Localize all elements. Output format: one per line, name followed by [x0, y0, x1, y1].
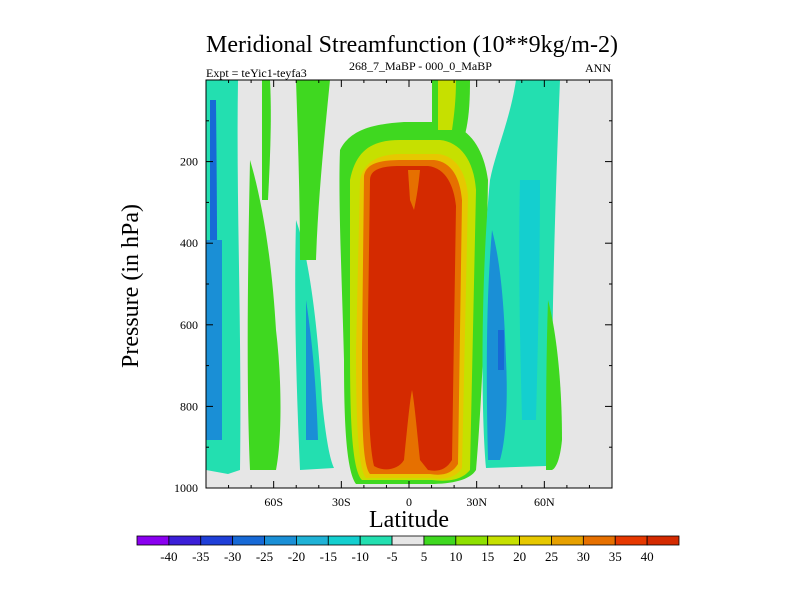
y-tick-label: 200: [180, 155, 198, 169]
colorbar-label: 40: [641, 549, 654, 564]
colorbar-label: -30: [224, 549, 241, 564]
eq-yellow-top: [438, 80, 456, 130]
y-tick-label: 800: [180, 399, 198, 413]
y-tick-label: 600: [180, 318, 198, 332]
colorbar-label: 5: [421, 549, 428, 564]
season-label: ANN: [585, 61, 611, 75]
chart-title: Meridional Streamfunction (10**9kg/m-2): [206, 32, 618, 58]
colorbar-label: 25: [545, 549, 558, 564]
colorbar-swatch: [487, 535, 520, 546]
colorbar-swatch: [232, 535, 265, 546]
colorbar-label: 10: [449, 549, 462, 564]
y-tick-label: 1000: [174, 481, 198, 495]
eq-red-core: [368, 166, 456, 471]
colorbar-label: 30: [577, 549, 590, 564]
colorbar-label: -40: [160, 549, 177, 564]
y-axis-label: Pressure (in hPa): [118, 204, 144, 368]
x-tick-label: 30N: [466, 495, 487, 509]
nh-cyan-upper: [519, 180, 540, 420]
nh-blue-band: [486, 230, 507, 460]
experiment-superscript: 268_7_MaBP - 000_0_MaBP: [349, 59, 492, 73]
colorbar-label: 35: [609, 549, 622, 564]
colorbar-swatch: [423, 535, 457, 546]
colorbar-swatch: [551, 535, 584, 546]
sh-green-band: [247, 160, 281, 470]
x-tick-label: 60N: [534, 495, 555, 509]
contour-field: [206, 80, 562, 484]
colorbar-swatch: [200, 535, 234, 546]
sh-cyan-mid: [295, 220, 334, 470]
colorbar-label: -25: [256, 549, 273, 564]
sh-blue-mid: [306, 300, 318, 440]
y-tick-label: 400: [180, 236, 198, 250]
colorbar-label: 15: [481, 549, 494, 564]
y-axis: 200 400 600 800 1000: [174, 120, 612, 495]
colorbar-swatch: [359, 535, 393, 546]
x-tick-label: 60S: [264, 495, 283, 509]
colorbar-label: -5: [387, 549, 398, 564]
nh-green-band: [546, 300, 562, 470]
colorbar-swatch: [519, 535, 552, 546]
colorbar-label: -15: [320, 549, 337, 564]
colorbar-label: -20: [288, 549, 305, 564]
colorbar-swatch: [327, 535, 361, 546]
x-axis-label: Latitude: [369, 507, 449, 533]
sh-green-band-2: [262, 80, 271, 200]
colorbar-swatch: [168, 535, 202, 546]
experiment-label: Expt = teYic1-teyfa3: [206, 66, 307, 80]
colorbar-swatch: [136, 535, 170, 546]
colorbar: -40 -35 -30 -25 -20 -15 -10 -5 5 10 15 20 25 30 35 40: [136, 535, 680, 564]
colorbar-swatch: [582, 535, 616, 546]
colorbar-swatch: [296, 535, 329, 546]
sh-midband-blue: [206, 240, 222, 440]
colorbar-label: -10: [352, 549, 369, 564]
colorbar-label: 20: [513, 549, 526, 564]
colorbar-swatch: [264, 535, 297, 546]
x-axis: 60S 30S 0 30N 60N: [228, 80, 590, 509]
nh-blue-inner: [498, 330, 504, 370]
x-tick-label: 30S: [332, 495, 351, 509]
sh-green-upper: [296, 80, 330, 260]
eq-notch: [408, 170, 420, 210]
colorbar-swatch: [646, 535, 680, 546]
colorbar-swatch: [391, 535, 425, 546]
colorbar-label: -35: [192, 549, 209, 564]
colorbar-swatch: [455, 535, 489, 546]
x-tick-label: 0: [406, 495, 412, 509]
colorbar-swatch: [614, 535, 648, 546]
